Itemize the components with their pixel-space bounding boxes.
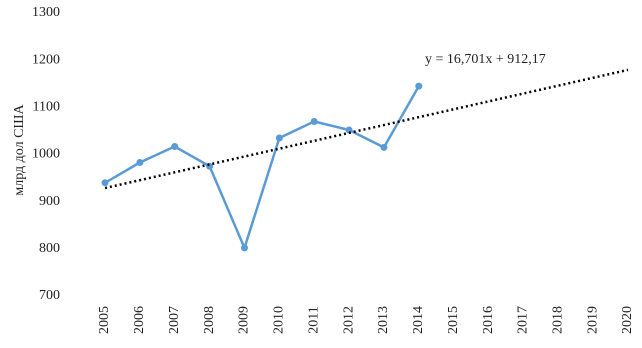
- data-point: [310, 117, 318, 125]
- data-point: [101, 179, 109, 187]
- x-tick-label: 2020: [620, 306, 635, 334]
- y-tick-label: 700: [39, 288, 60, 303]
- x-tick-label: 2006: [132, 306, 147, 334]
- y-tick-label: 1300: [32, 5, 60, 20]
- x-tick-label: 2013: [376, 306, 391, 334]
- trend-line: [104, 68, 629, 190]
- data-point: [380, 143, 388, 151]
- x-tick-label: 2014: [411, 306, 426, 334]
- x-tick-label: 2015: [446, 306, 461, 334]
- data-point: [415, 82, 423, 90]
- x-tick-label: 2018: [550, 306, 565, 334]
- data-point: [275, 134, 283, 142]
- data-point: [240, 244, 248, 252]
- x-tick-label: 2017: [516, 306, 531, 334]
- data-point: [206, 162, 214, 170]
- y-axis-label: млрд дол США: [12, 103, 27, 195]
- x-tick-label: 2010: [272, 306, 287, 334]
- y-tick-label: 1200: [32, 52, 60, 67]
- x-tick-label: 2008: [202, 306, 217, 334]
- x-tick-label: 2009: [237, 306, 252, 334]
- y-tick-label: 900: [39, 194, 60, 209]
- trend-equation: y = 16,701x + 912,17: [425, 52, 546, 67]
- data-point: [136, 159, 144, 167]
- data-line: [104, 85, 420, 252]
- x-tick-label: 2016: [481, 306, 496, 334]
- y-tick-label: 800: [39, 241, 60, 256]
- x-tick-label: 2007: [167, 306, 182, 334]
- data-point: [171, 142, 179, 150]
- y-tick-label: 1100: [33, 100, 60, 115]
- x-tick-label: 2005: [97, 306, 112, 334]
- x-tick-label: 2019: [585, 306, 600, 334]
- data-point: [345, 126, 353, 134]
- x-tick-label: 2011: [306, 306, 321, 333]
- y-tick-label: 1000: [32, 147, 60, 162]
- x-tick-label: 2012: [341, 306, 356, 334]
